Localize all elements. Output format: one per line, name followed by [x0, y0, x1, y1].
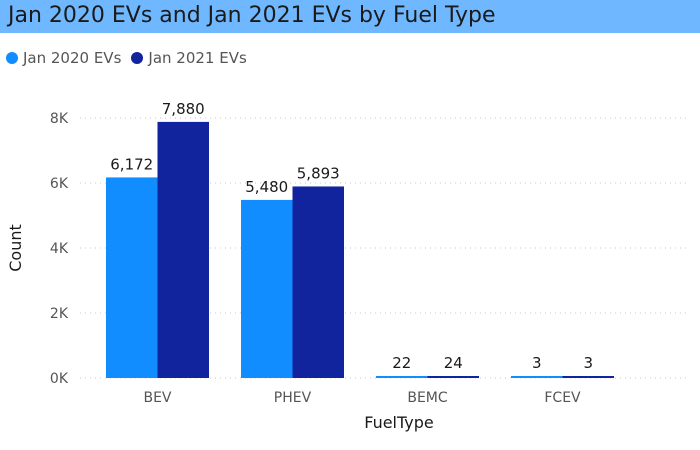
y-axis-title: Count	[6, 224, 25, 272]
bar[interactable]	[106, 177, 158, 378]
legend-marker-jan-2021	[131, 52, 144, 64]
bar[interactable]	[427, 376, 480, 378]
y-tick-label: 4K	[50, 241, 69, 257]
x-tick-label: FCEV	[544, 390, 581, 406]
bar[interactable]	[241, 199, 293, 378]
x-tick-label: PHEV	[274, 390, 312, 406]
legend-item-jan-2021[interactable]: Jan 2021 EVs	[131, 49, 247, 67]
data-label: 6,172	[110, 155, 153, 173]
y-tick-label: 6K	[50, 176, 69, 192]
data-label: 22	[392, 354, 411, 372]
x-axis-title: FuelType	[364, 413, 434, 432]
bar[interactable]	[292, 186, 345, 378]
data-label: 3	[583, 354, 593, 372]
legend-item-jan-2020[interactable]: Jan 2020 EVs	[6, 49, 121, 67]
bar[interactable]	[511, 376, 563, 378]
title-bar: Jan 2020 EVs and Jan 2021 EVs by Fuel Ty…	[0, 0, 700, 33]
data-label: 5,480	[245, 178, 288, 196]
data-label: 5,893	[297, 164, 340, 182]
y-tick-label: 8K	[50, 111, 69, 127]
x-tick-label: BEV	[143, 390, 171, 406]
x-tick-label: BEMC	[407, 390, 448, 406]
legend: Jan 2020 EVs Jan 2021 EVs	[6, 49, 257, 67]
legend-marker-jan-2020	[6, 52, 18, 64]
data-label: 3	[532, 354, 542, 372]
legend-label-jan-2021: Jan 2021 EVs	[148, 49, 247, 67]
data-label: 7,880	[162, 100, 205, 118]
y-tick-label: 2K	[50, 306, 69, 322]
y-tick-label: 0K	[50, 371, 69, 387]
bar[interactable]	[376, 376, 428, 378]
bar[interactable]	[562, 376, 615, 378]
data-label: 24	[444, 354, 463, 372]
bar[interactable]	[157, 121, 210, 379]
chart-title: Jan 2020 EVs and Jan 2021 EVs by Fuel Ty…	[8, 3, 496, 28]
legend-label-jan-2020: Jan 2020 EVs	[23, 49, 122, 67]
